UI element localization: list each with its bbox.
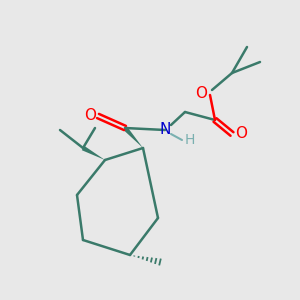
Text: O: O — [84, 109, 96, 124]
Polygon shape — [82, 146, 105, 160]
Polygon shape — [123, 126, 143, 148]
Text: O: O — [195, 85, 207, 100]
Text: H: H — [185, 133, 195, 147]
Text: O: O — [235, 127, 247, 142]
Text: N: N — [159, 122, 171, 137]
